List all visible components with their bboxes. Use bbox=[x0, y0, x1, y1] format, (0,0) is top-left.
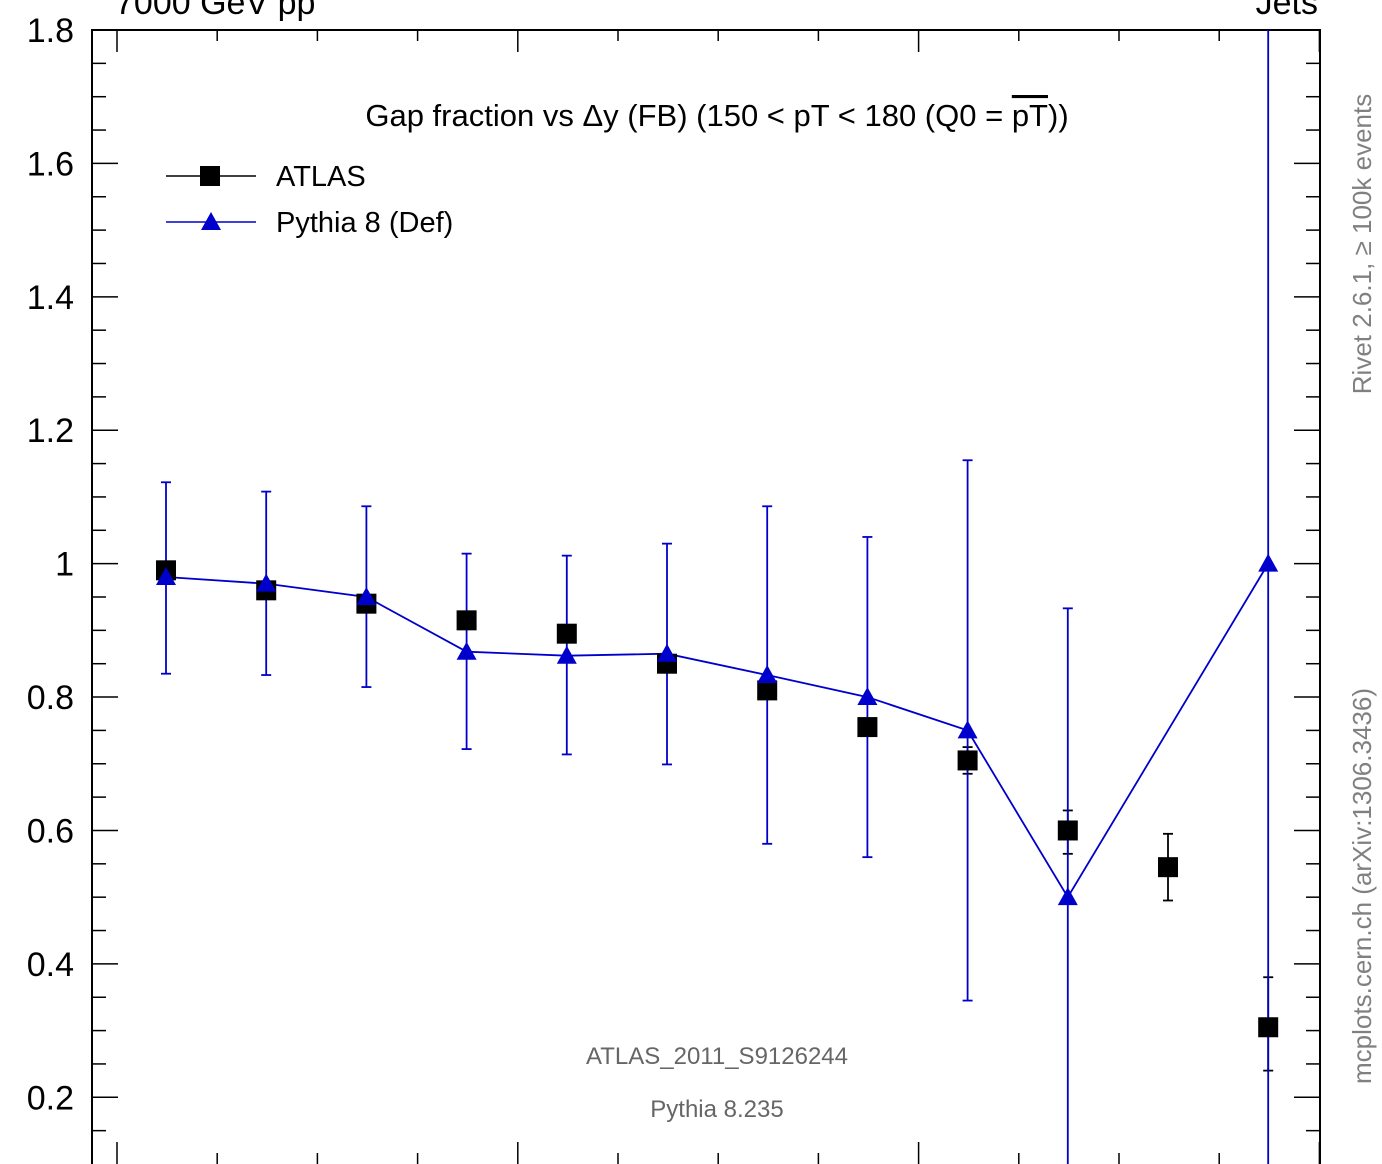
x-axis-ticks bbox=[117, 30, 1319, 1164]
legend-atlas-label: ATLAS bbox=[276, 161, 366, 193]
pythia-point bbox=[958, 720, 978, 738]
chart-title: Gap fraction vs Δy (FB) (150 < pT < 180 … bbox=[365, 98, 1068, 133]
mcplots-source-label: mcplots.cern.ch (arXiv:1306.3436) bbox=[1347, 688, 1377, 1084]
atlas-point bbox=[857, 717, 877, 737]
legend: ATLAS Pythia 8 (Def) bbox=[166, 161, 453, 239]
y-tick-label: 0.6 bbox=[27, 812, 74, 850]
series-line-pythia bbox=[166, 564, 1268, 898]
legend-pythia-label: Pythia 8 (Def) bbox=[276, 207, 453, 239]
series-layer bbox=[156, 30, 1278, 1164]
rivet-version-label: Rivet 2.6.1, ≥ 100k events bbox=[1347, 94, 1377, 394]
header-left: 7000 GeV pp bbox=[115, 0, 315, 22]
pythia-point bbox=[457, 642, 477, 660]
y-tick-label: 1.8 bbox=[27, 12, 74, 50]
generator-label: Pythia 8.235 bbox=[650, 1096, 783, 1123]
y-axis-ticks bbox=[92, 30, 1320, 1131]
legend-atlas-marker bbox=[200, 166, 220, 186]
y-axis-tick-labels: 0.2 0.4 0.6 0.8 1 1.2 1.4 1.6 1.8 bbox=[27, 12, 74, 1117]
pythia-point bbox=[657, 644, 677, 662]
y-tick-label: 0.8 bbox=[27, 679, 74, 717]
atlas-point bbox=[757, 680, 777, 700]
y-tick-label: 1.6 bbox=[27, 145, 74, 183]
pythia-point bbox=[1058, 887, 1078, 905]
y-tick-label: 1.4 bbox=[27, 279, 74, 317]
analysis-label: ATLAS_2011_S9126244 bbox=[586, 1043, 848, 1070]
atlas-point bbox=[457, 610, 477, 630]
atlas-point bbox=[1058, 820, 1078, 840]
atlas-point bbox=[958, 750, 978, 770]
y-tick-label: 1.2 bbox=[27, 412, 74, 450]
header-right: Jets bbox=[1256, 0, 1318, 22]
legend-pythia-marker bbox=[201, 212, 221, 230]
y-tick-label: 0.4 bbox=[27, 946, 74, 984]
pythia-point bbox=[1258, 554, 1278, 572]
y-tick-label: 1 bbox=[55, 546, 74, 584]
atlas-point bbox=[557, 624, 577, 644]
atlas-point bbox=[1258, 1017, 1278, 1037]
y-tick-label: 0.2 bbox=[27, 1079, 74, 1117]
atlas-point bbox=[1158, 857, 1178, 877]
